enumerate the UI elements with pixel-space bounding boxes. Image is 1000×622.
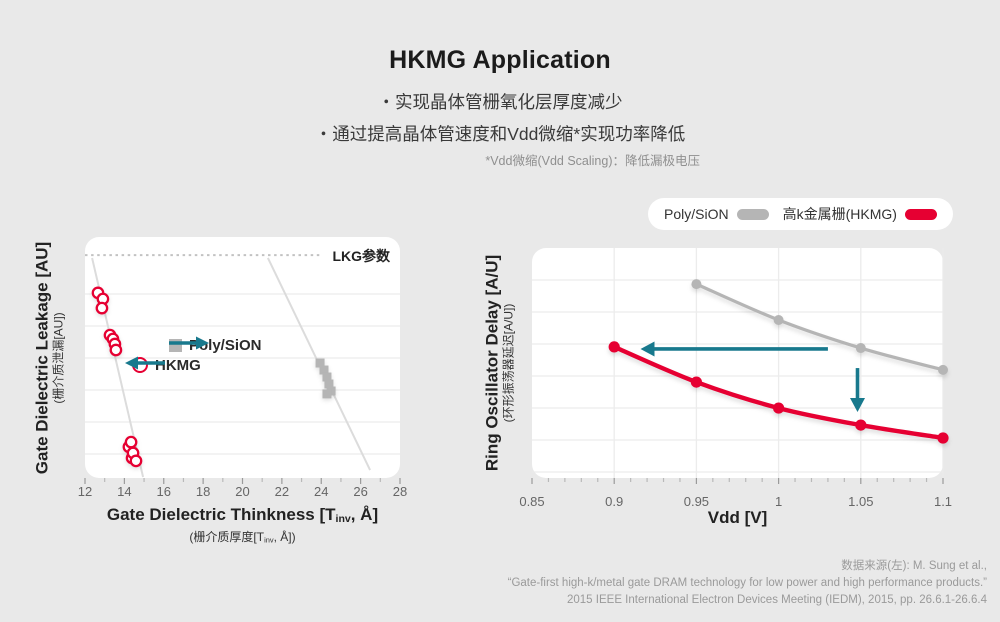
- source-line-2: “Gate-first high-k/metal gate DRAM techn…: [507, 577, 987, 589]
- polysion-data-point: [855, 343, 866, 354]
- x-tick-label: 12: [77, 484, 93, 499]
- annotation-arrow-head: [640, 341, 655, 357]
- hkmg-data-point: [690, 376, 702, 388]
- polysion-line: [694, 282, 945, 372]
- polysion-data-point: [324, 379, 334, 389]
- x-tick-label: 1: [774, 494, 783, 509]
- hkmg-color-swatch: [904, 208, 937, 220]
- x-tick-label: 1.05: [848, 494, 874, 509]
- hkmg-data-point: [608, 341, 620, 353]
- hkmg-data-point: [95, 301, 109, 315]
- legend-label-polysion: Poly/SiON: [664, 206, 729, 222]
- delay-vs-vdd-chart: 0.85 0.9 0.95 1 1.05 1.1 Vdd [V] Ring Oscilla…: [483, 248, 952, 527]
- source-line-1: 数据来源(左): M. Sung et al.,: [841, 560, 987, 572]
- x-tick-label: 0.9: [605, 494, 624, 509]
- hkmg-data-point: [109, 343, 123, 357]
- slide-title: HKMG Application: [389, 46, 611, 74]
- polysion-color-swatch: [736, 208, 769, 220]
- inplot-legend-hkmg: HKMG: [125, 356, 201, 374]
- hkmg-data-point: [773, 402, 785, 414]
- lkg-threshold-label: LKG参数: [332, 248, 390, 264]
- polysion-data-point: [691, 279, 702, 290]
- left-x-axis-subtitle: (栅介质厚度[Tinv, Å]): [189, 530, 296, 545]
- x-tick-label: 0.95: [683, 494, 710, 509]
- hkmg-data-point: [937, 432, 949, 444]
- polysion-data-point: [319, 365, 329, 375]
- polysion-data-point: [315, 358, 325, 368]
- x-tick-label: 18: [195, 484, 211, 499]
- delay-chart-canvas: [531, 248, 949, 484]
- left-x-axis-title: Gate Dielectric Thinkness [Tinv, Å]: [106, 505, 379, 526]
- legend-item-polysion: Poly/SiON: [664, 206, 769, 222]
- x-tick-label: 14: [117, 484, 132, 499]
- hkmg-data-point: [129, 454, 143, 468]
- chart-legend: Poly/SiON 高k金属栅(HKMG): [648, 198, 953, 230]
- legend-label-hkmg: 高k金属栅(HKMG): [782, 206, 897, 222]
- hkmg-series: [608, 341, 949, 444]
- x-tick-label: 0.85: [519, 494, 545, 509]
- hkmg-data-point: [855, 419, 867, 431]
- data-source-citation: 数据来源(左): M. Sung et al., “Gate-first hig…: [508, 558, 987, 609]
- polysion-data-point: [322, 372, 332, 382]
- x-tick-label: 26: [353, 484, 368, 499]
- polysion-data-point: [938, 364, 948, 375]
- right-x-axis-title: Vdd [V]: [707, 508, 768, 527]
- source-line-3: 2015 IEEE International Electron Devices…: [567, 594, 987, 606]
- leakage-chart-canvas: [84, 254, 401, 484]
- left-y-axis-title: Gate Dielectric Leakage [AU] (栅介质泄漏[AU]): [32, 241, 66, 474]
- x-tick-label: 1.1: [933, 494, 953, 509]
- inplot-legend-polysion: Poly/SiON: [169, 336, 269, 354]
- x-tick-label: 16: [156, 484, 171, 499]
- hkmg-series: [91, 286, 143, 468]
- polysion-series: [691, 279, 948, 375]
- annotation-arrow-head: [850, 397, 866, 412]
- inplot-legend-hkmg-label: HKMG: [155, 356, 201, 374]
- leakage-vs-thickness-chart: LKG参数 Poly/SiON HKMG 12 14 16 18 20 22 24 26 28 …: [33, 237, 407, 544]
- x-tick-label: 24: [314, 484, 329, 499]
- bullet-item-1: ・实现晶体管栅氧化层厚度减少: [377, 92, 623, 112]
- x-tick-label: 22: [274, 484, 290, 499]
- polysion-data-point: [773, 314, 784, 325]
- hkmg-data-point: [124, 435, 138, 449]
- polysion-series: [315, 358, 336, 399]
- right-y-axis-title: Ring Oscillator Delay [A/U] (环形振荡器延迟[A/U…: [482, 254, 516, 472]
- x-tick-label: 20: [235, 484, 250, 499]
- polysion-data-point: [322, 389, 332, 399]
- bullet-item-2: ・通过提高晶体管速度和Vdd微缩*实现功率降低: [314, 124, 686, 144]
- legend-item-hkmg: 高k金属栅(HKMG): [783, 204, 937, 224]
- vdd-scaling-footnote: *Vdd微缩(Vdd Scaling)：降低漏极电压: [485, 154, 700, 168]
- x-tick-label: 28: [392, 484, 408, 499]
- inplot-legend-polysion-label: Poly/SiON: [189, 336, 262, 354]
